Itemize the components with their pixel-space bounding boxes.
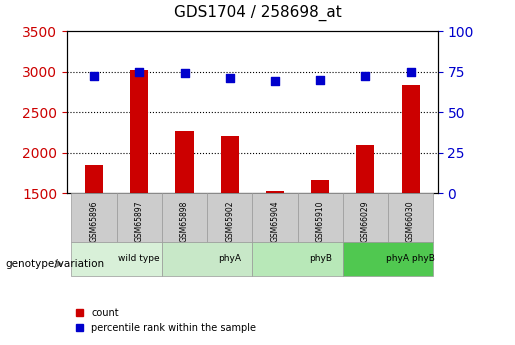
Text: GSM65902: GSM65902: [225, 200, 234, 242]
Text: wild type: wild type: [118, 254, 160, 263]
Bar: [176, 131, 194, 193]
Text: GSM65910: GSM65910: [316, 200, 324, 242]
Text: phyA: phyA: [218, 254, 241, 263]
FancyBboxPatch shape: [388, 193, 433, 242]
Bar: [311, 180, 329, 193]
Text: phyB: phyB: [308, 254, 332, 263]
FancyBboxPatch shape: [72, 241, 162, 276]
Point: [90, 74, 98, 79]
Point: [316, 77, 324, 82]
Text: GSM65898: GSM65898: [180, 200, 189, 242]
FancyBboxPatch shape: [343, 193, 388, 242]
Bar: [356, 145, 374, 193]
Bar: [221, 136, 239, 193]
FancyBboxPatch shape: [343, 241, 433, 276]
FancyBboxPatch shape: [252, 193, 298, 242]
FancyBboxPatch shape: [252, 241, 343, 276]
Point: [180, 70, 188, 76]
Bar: [130, 70, 148, 193]
Text: GSM65904: GSM65904: [270, 200, 280, 242]
Text: GSM66030: GSM66030: [406, 200, 415, 242]
FancyBboxPatch shape: [298, 193, 343, 242]
Text: GSM65897: GSM65897: [135, 200, 144, 242]
Text: GSM65896: GSM65896: [90, 200, 98, 242]
Point: [406, 69, 415, 74]
Legend: count, percentile rank within the sample: count, percentile rank within the sample: [72, 304, 260, 337]
Point: [271, 79, 279, 84]
Bar: [85, 165, 103, 193]
Text: GDS1704 / 258698_at: GDS1704 / 258698_at: [174, 5, 341, 21]
FancyBboxPatch shape: [162, 193, 207, 242]
Bar: [266, 191, 284, 193]
Point: [226, 75, 234, 81]
Bar: [402, 85, 420, 193]
Text: GSM66029: GSM66029: [361, 200, 370, 242]
Point: [135, 69, 143, 74]
Point: [362, 74, 370, 79]
Text: genotype/variation: genotype/variation: [5, 259, 104, 269]
FancyBboxPatch shape: [117, 193, 162, 242]
Text: phyA phyB: phyA phyB: [386, 254, 435, 263]
FancyBboxPatch shape: [207, 193, 252, 242]
FancyBboxPatch shape: [72, 193, 117, 242]
FancyBboxPatch shape: [162, 241, 252, 276]
